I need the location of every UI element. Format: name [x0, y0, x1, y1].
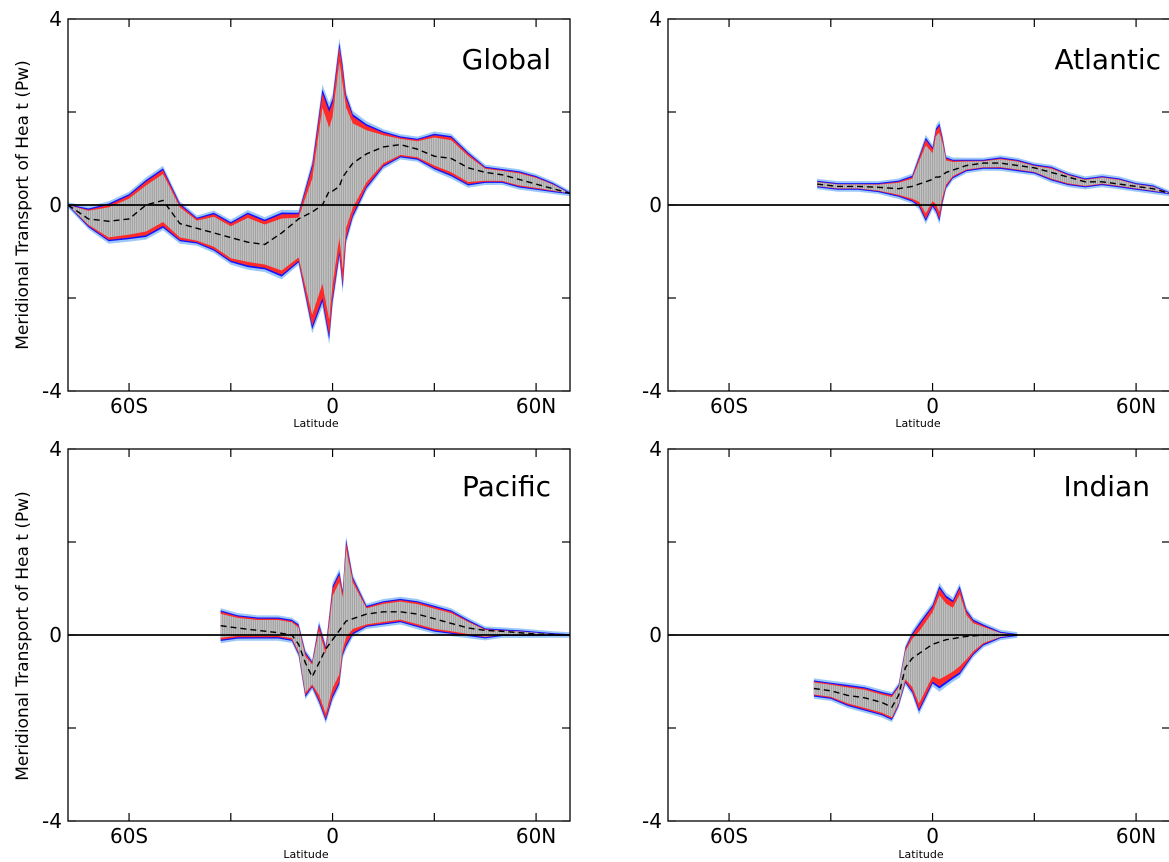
panel-atlantic: 60S 0 60N -4 0 4 Atlantic Latitude — [642, 7, 1169, 430]
x-axis-title: Latitude — [898, 848, 944, 861]
panel-pacific: 60S 0 60N -4 0 4 Pacific Latitude — [42, 437, 571, 861]
x-tick-label: 60S — [110, 394, 148, 418]
ensemble-spread — [68, 61, 570, 320]
ensemble-mid-band — [817, 123, 1169, 222]
panel-indian: 60S 0 60N -4 0 4 Indian Latitude — [642, 437, 1169, 861]
x-tick-label: 60S — [710, 394, 748, 418]
y-tick-label: -4 — [42, 809, 62, 833]
panel-title: Indian — [1064, 470, 1150, 503]
plot-area: 60S 0 60N -4 0 4 — [42, 437, 571, 848]
x-tick-label: 60S — [710, 824, 748, 848]
y-tick-label: 0 — [49, 193, 62, 217]
ensemble-outer-band — [817, 120, 1169, 225]
x-tick-label: 60N — [1116, 394, 1156, 418]
x-axis-title: Latitude — [283, 848, 329, 861]
ensemble-mean-line — [67, 143, 571, 246]
plot-area: 60S 0 60N -4 0 4 — [642, 437, 1169, 848]
x-axis-title: Latitude — [293, 417, 339, 430]
y-tick-label: 0 — [649, 193, 662, 217]
y-tick-label: 4 — [649, 7, 662, 31]
x-tick-label: 60N — [516, 394, 556, 418]
y-tick-label: 4 — [49, 7, 62, 31]
plot-area: 60S 0 60N -4 0 4 — [642, 7, 1169, 418]
ensemble-spread — [817, 132, 1169, 214]
ensemble-spread — [220, 549, 570, 714]
ensemble-mean-line — [220, 611, 571, 679]
y-tick-label: 0 — [649, 623, 662, 647]
panel-title: Pacific — [462, 470, 551, 503]
panel-title: Global — [462, 43, 551, 76]
y-tick-label: 0 — [49, 623, 62, 647]
y-tick-label: -4 — [42, 379, 62, 403]
x-tick-label: 60N — [1116, 824, 1156, 848]
plot-area: 60S 0 60N -4 0 4 — [42, 7, 571, 418]
x-tick-label: 60N — [516, 824, 556, 848]
y-tick-label: -4 — [642, 379, 662, 403]
y-axis-title-top: Meridional Transport of Hea t (Pw) — [13, 60, 33, 350]
x-tick-label: 0 — [926, 394, 939, 418]
x-tick-label: 0 — [326, 394, 339, 418]
y-axis-title-bottom: Meridional Transport of Hea t (Pw) — [13, 491, 33, 781]
y-tick-label: -4 — [642, 809, 662, 833]
ensemble-spread — [813, 594, 1018, 718]
ensemble-mean-line — [813, 634, 1018, 709]
x-axis-title: Latitude — [895, 417, 941, 430]
y-tick-label: 4 — [49, 437, 62, 461]
x-tick-label: 60S — [110, 824, 148, 848]
x-tick-label: 0 — [326, 824, 339, 848]
panel-global: 60S 0 60N -4 0 4 Global Latitude — [42, 7, 571, 430]
y-tick-label: 4 — [649, 437, 662, 461]
x-tick-label: 0 — [926, 824, 939, 848]
panel-title: Atlantic — [1055, 43, 1161, 76]
